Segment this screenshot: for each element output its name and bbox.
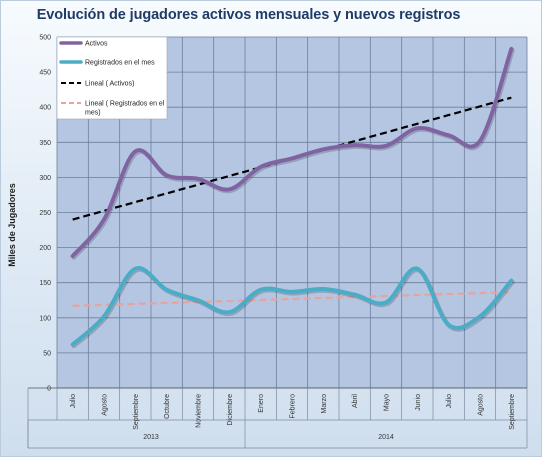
year-group-label: 2014 <box>378 434 394 441</box>
y-tick-label: 400 <box>39 105 51 112</box>
year-group-label: 2013 <box>143 434 159 441</box>
x-tick-label: Febrero <box>290 394 297 419</box>
legend-label: Lineal ( Registrados en el mes) <box>85 101 165 117</box>
legend-label: Lineal ( Activos) <box>85 81 134 88</box>
x-tick-label: Agosto <box>102 394 109 416</box>
chart-title: Evolución de jugadores activos mensuales… <box>36 7 461 23</box>
x-tick-label: Julio <box>70 394 77 409</box>
y-tick-label: 0 <box>47 386 51 393</box>
y-tick-label: 500 <box>39 35 51 42</box>
x-tick-label: Agosto <box>478 394 485 416</box>
trendline-lineal-registrados-en-el-mes <box>72 291 512 307</box>
x-tick-label: Enero <box>258 394 265 413</box>
legend-label: Registrados en el mes <box>85 60 155 67</box>
y-tick-label: 50 <box>43 350 51 357</box>
x-tick-label: Noviembre <box>196 394 203 428</box>
y-tick-label: 350 <box>39 140 51 147</box>
legend-box <box>56 36 168 120</box>
x-tick-label: Julio <box>446 394 453 409</box>
x-tick-label: Octubre <box>164 394 171 419</box>
x-tick-label: Abril <box>352 394 359 408</box>
y-tick-label: 150 <box>39 280 51 287</box>
trendline-lineal-activos <box>72 96 512 221</box>
y-tick-label: 100 <box>39 315 51 322</box>
x-tick-label: Diciembre <box>227 394 234 426</box>
y-tick-label: 200 <box>39 245 51 252</box>
x-tick-label: Septiembre <box>509 394 516 430</box>
x-tick-label: Mayo <box>384 394 391 411</box>
legend-label: Activos <box>85 41 108 48</box>
x-tick-label: Junio <box>415 394 422 411</box>
x-tick-label: Septiembre <box>133 394 140 430</box>
y-tick-label: 450 <box>39 70 51 77</box>
x-tick-label: Marzo <box>321 394 328 414</box>
y-tick-label: 300 <box>39 175 51 182</box>
y-tick-label: 250 <box>39 210 51 217</box>
